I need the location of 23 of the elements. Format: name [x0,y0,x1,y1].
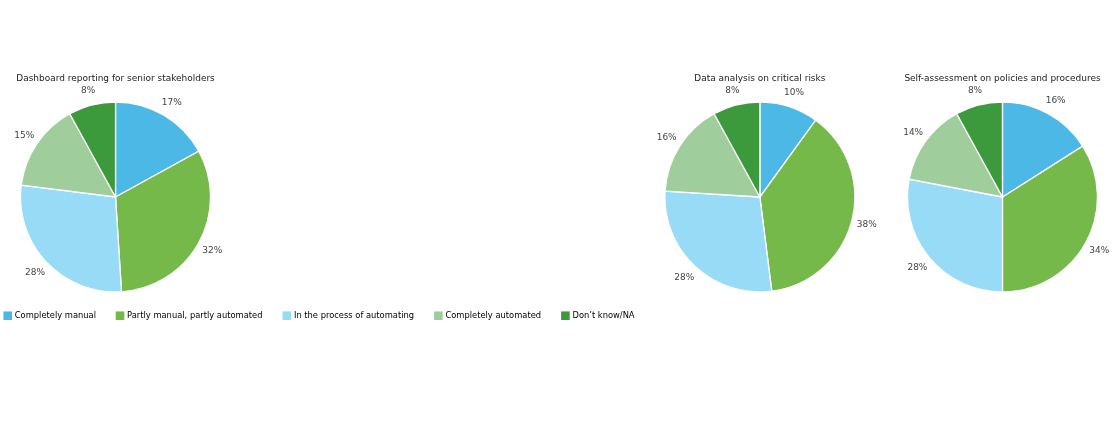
data-label: 28% [907,261,928,272]
data-label: 8% [967,84,983,95]
legend-label: Completely manual [14,310,96,321]
data-label: 17% [161,96,183,107]
data-label: 32% [202,244,223,255]
legend-label: Partly manual, partly automated [127,310,263,321]
chart-title: Dashboard reporting for senior stakeholders [16,73,216,84]
chart-title: Data analysis on critical risks [694,73,826,84]
data-label: 8% [725,84,741,95]
chart-title: Self-assessment on policies and procedures [904,73,1101,84]
data-label: 16% [1045,94,1067,105]
legend-label: In the process of automating [293,310,415,321]
data-label: 28% [674,272,695,283]
legend-label: Completely automated [445,310,542,321]
data-label: 38% [856,219,878,230]
data-label: 10% [784,86,805,97]
data-label: 28% [25,267,46,278]
data-label: 16% [656,132,678,143]
data-label: 8% [80,84,96,95]
data-label: 34% [1089,244,1110,255]
data-label: 15% [14,129,35,140]
data-label: 14% [903,126,924,137]
legend-label: Don’t know/NA [572,310,635,321]
